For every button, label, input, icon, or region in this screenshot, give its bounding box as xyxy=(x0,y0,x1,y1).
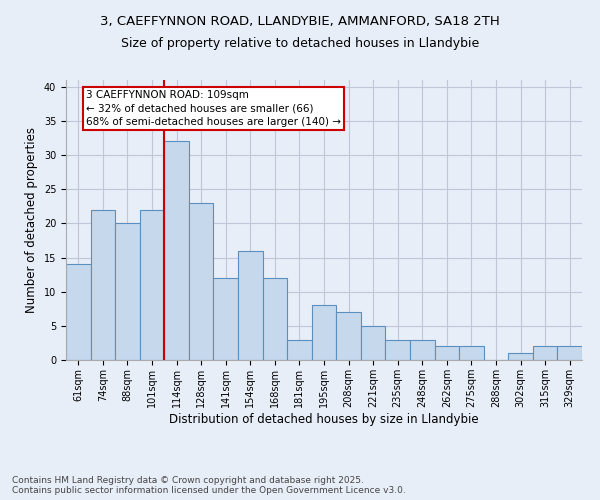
Y-axis label: Number of detached properties: Number of detached properties xyxy=(25,127,38,313)
Bar xyxy=(164,142,189,360)
Bar xyxy=(66,264,91,360)
Bar xyxy=(336,312,361,360)
Text: 3, CAEFFYNNON ROAD, LLANDYBIE, AMMANFORD, SA18 2TH: 3, CAEFFYNNON ROAD, LLANDYBIE, AMMANFORD… xyxy=(100,15,500,28)
Bar xyxy=(361,326,385,360)
Bar xyxy=(263,278,287,360)
Bar xyxy=(557,346,582,360)
Bar xyxy=(312,306,336,360)
Bar xyxy=(459,346,484,360)
Bar xyxy=(410,340,434,360)
Bar xyxy=(238,250,263,360)
Bar xyxy=(140,210,164,360)
Bar xyxy=(91,210,115,360)
X-axis label: Distribution of detached houses by size in Llandybie: Distribution of detached houses by size … xyxy=(169,412,479,426)
Text: Size of property relative to detached houses in Llandybie: Size of property relative to detached ho… xyxy=(121,38,479,51)
Bar xyxy=(434,346,459,360)
Bar xyxy=(115,224,140,360)
Bar xyxy=(287,340,312,360)
Bar xyxy=(214,278,238,360)
Text: Contains HM Land Registry data © Crown copyright and database right 2025.
Contai: Contains HM Land Registry data © Crown c… xyxy=(12,476,406,495)
Text: 3 CAEFFYNNON ROAD: 109sqm
← 32% of detached houses are smaller (66)
68% of semi-: 3 CAEFFYNNON ROAD: 109sqm ← 32% of detac… xyxy=(86,90,341,126)
Bar xyxy=(385,340,410,360)
Bar xyxy=(533,346,557,360)
Bar xyxy=(508,353,533,360)
Bar xyxy=(189,203,214,360)
